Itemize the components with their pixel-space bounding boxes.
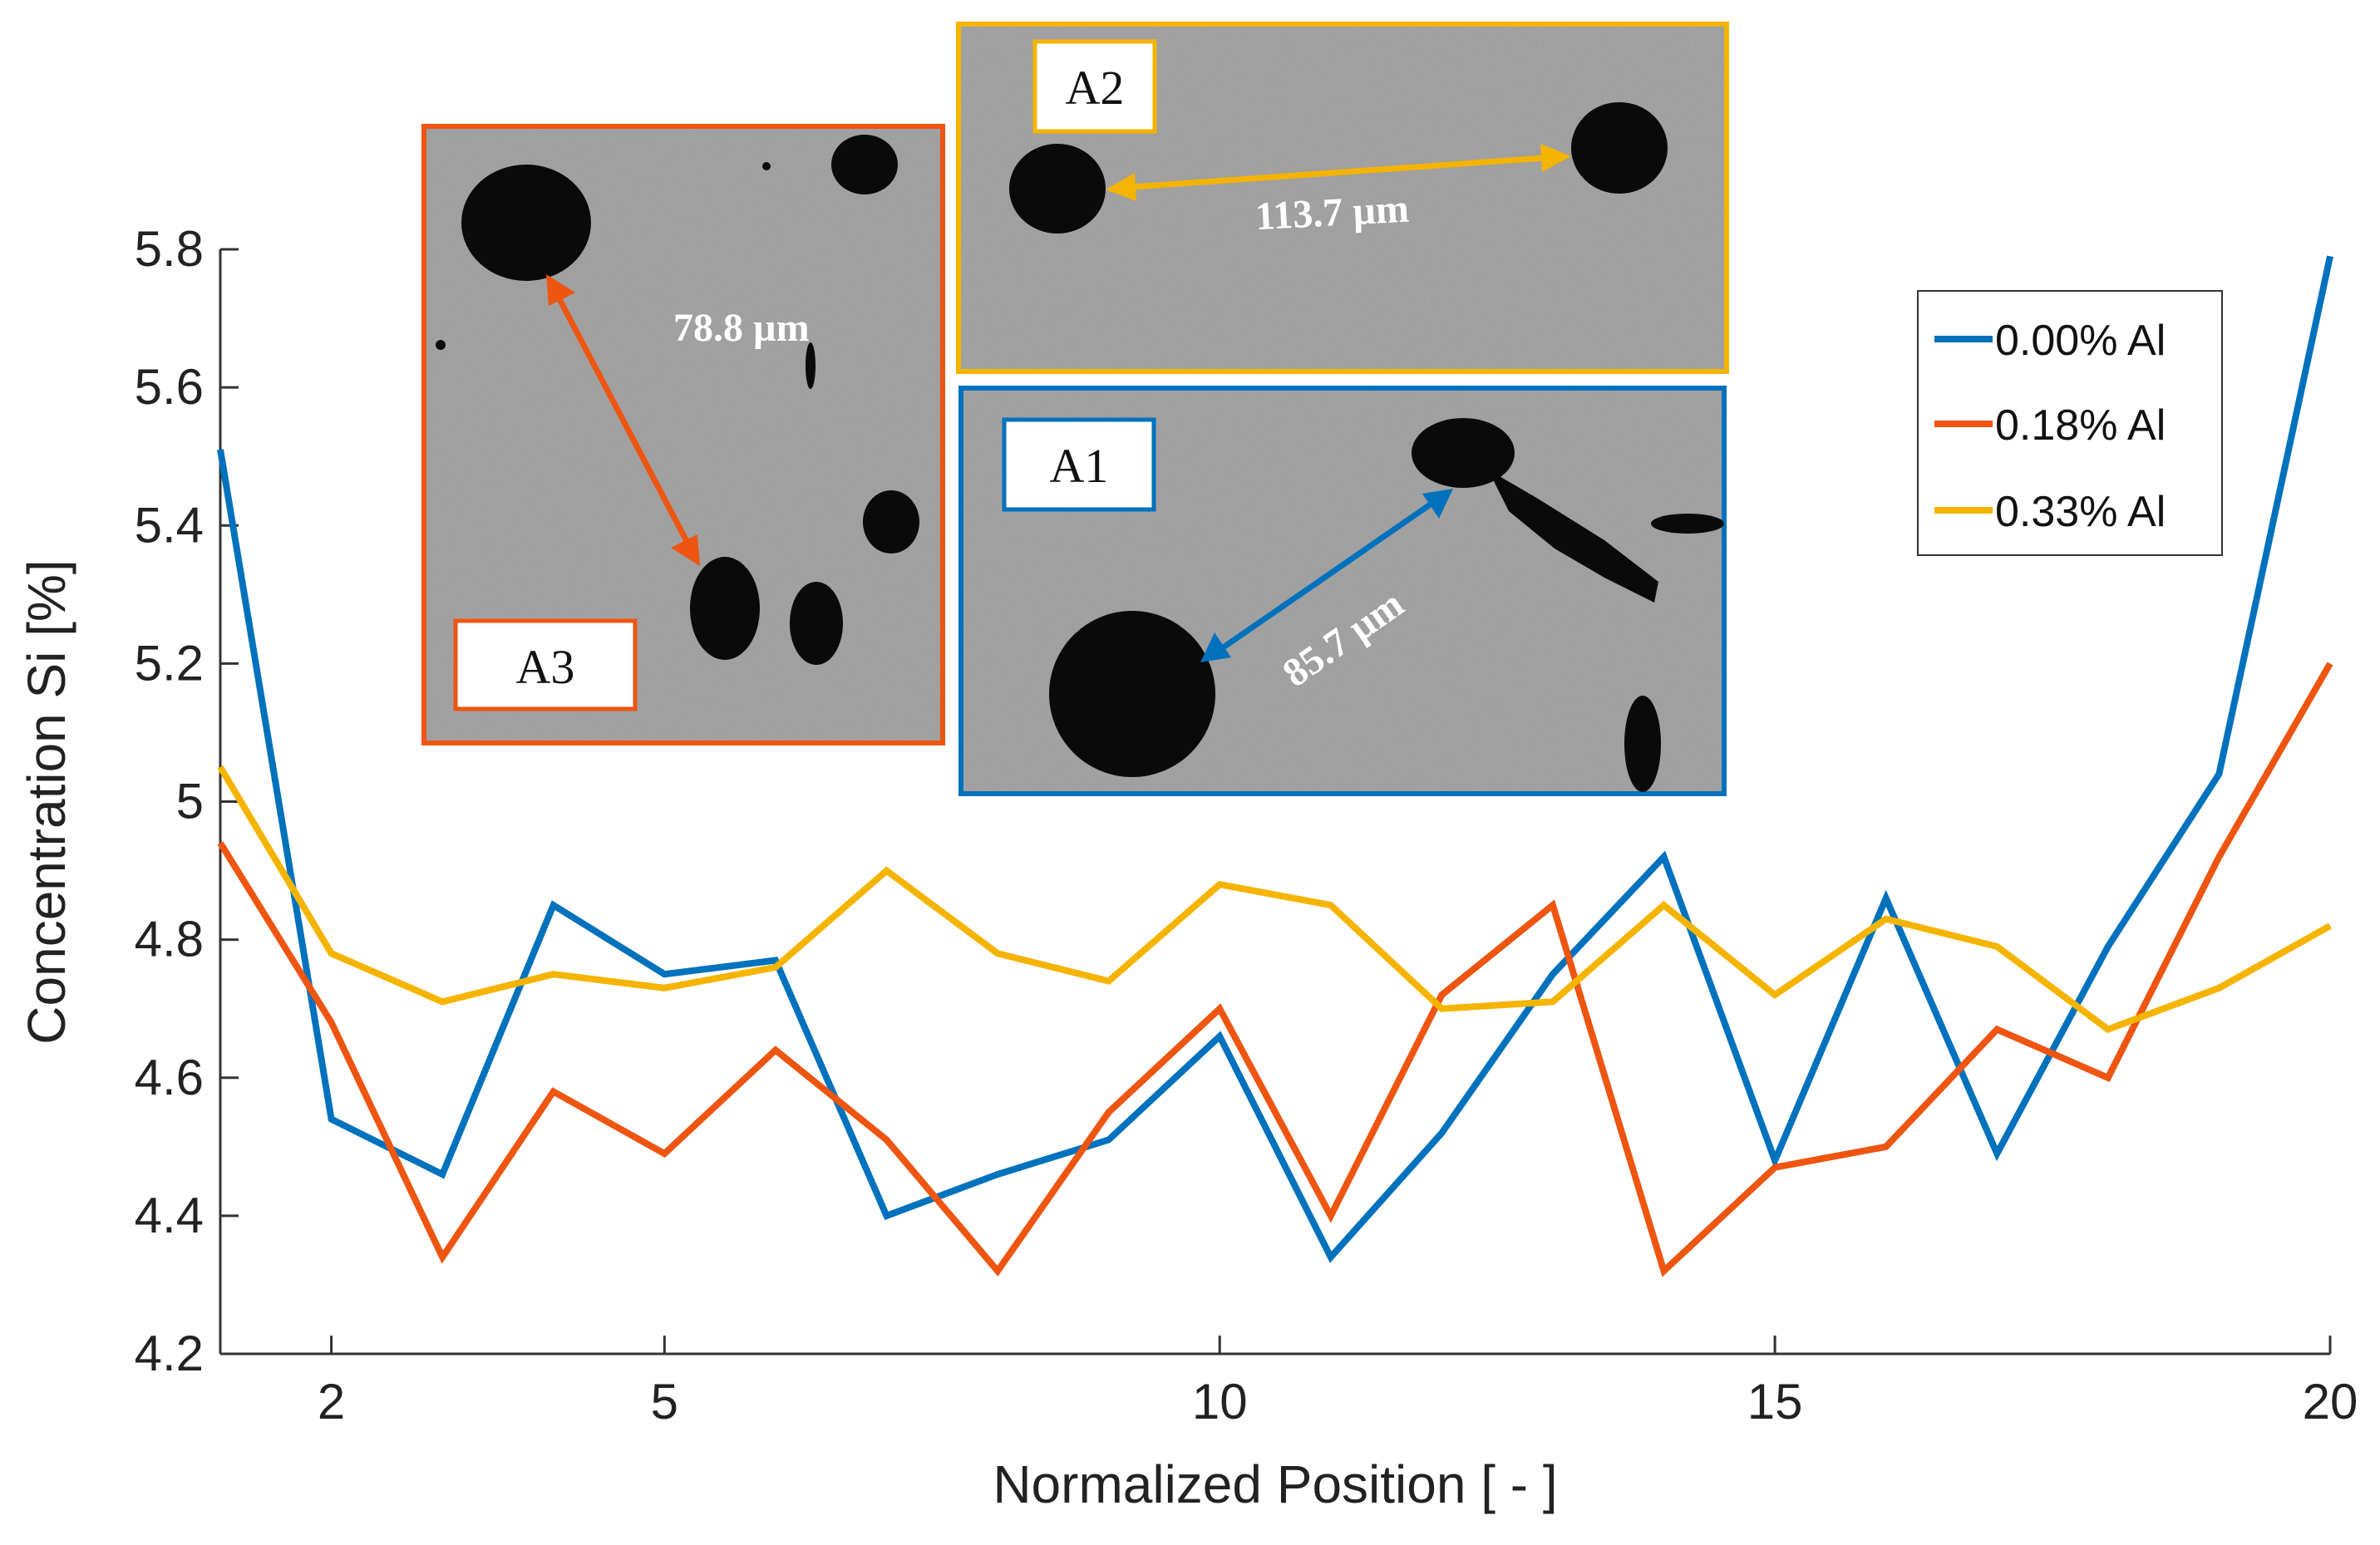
inset-a2-distance: 113.7 µm [1254,187,1411,239]
y-tick-label: 5.8 [135,221,204,277]
inset-a3-frame [421,124,945,745]
y-tick-label: 5.4 [135,497,204,553]
series-group [217,255,2333,1277]
inset-a1-frame [958,386,1727,796]
inset-a2-arrow [1106,144,1571,201]
series-line-1 [217,662,2333,1277]
series-line-2 [217,765,2332,1034]
y-tick-label: 4.6 [135,1050,204,1105]
inset-a3-label: A3 [516,640,575,694]
x-tick-label: 5 [651,1374,678,1429]
x-tick-label: 15 [1747,1374,1803,1429]
x-tick-label: 2 [318,1374,345,1429]
y-tick-label: 4.8 [135,912,204,967]
inset-a2: 113.7 µm A2 [956,22,1729,374]
inset-a1-particles [1049,418,1724,792]
y-tick-label: 5 [176,774,204,829]
inset-a1-arrow [1200,489,1453,662]
legend-label-0: 0.00% Al [1995,317,2166,365]
inset-a3-arrow [546,274,700,566]
inset-a3: 78.8 µm A3 [421,124,945,745]
inset-a3-particles [436,135,919,665]
y-tick-label: 4.2 [135,1326,204,1381]
legend: 0.00% Al 0.18% Al 0.33% Al [1917,290,2223,556]
inset-a2-label-box [1032,39,1157,134]
x-tick-label: 20 [2303,1374,2358,1429]
legend-label-1: 0.18% Al [1995,401,2166,450]
series-line-0 [217,255,2333,1263]
x-axis-title: Normalized Position [ - ] [993,1454,1557,1514]
inset-a3-distance: 78.8 µm [673,306,810,350]
y-axis-title: Concentration Si [%] [17,559,76,1044]
inset-a2-label: A2 [1066,61,1125,115]
y-tick-label: 5.6 [135,359,204,415]
inset-a2-particles [1009,102,1668,234]
inset-a2-frame [956,22,1729,374]
x-tick-label: 10 [1192,1374,1248,1429]
inset-a1: 85.7 µm A1 [958,386,1727,796]
inset-a1-label: A1 [1050,439,1109,493]
x-ticks: 2 5 10 15 20 [318,1336,2358,1429]
y-tick-label: 5.2 [135,635,204,691]
y-ticks: 4.2 4.4 4.6 4.8 5 5.2 5.4 5.6 5.8 [135,221,239,1381]
inset-a3-label-box [453,618,638,711]
legend-label-2: 0.33% Al [1995,488,2166,536]
y-tick-label: 4.4 [135,1188,204,1243]
inset-a1-label-box [1002,417,1156,512]
